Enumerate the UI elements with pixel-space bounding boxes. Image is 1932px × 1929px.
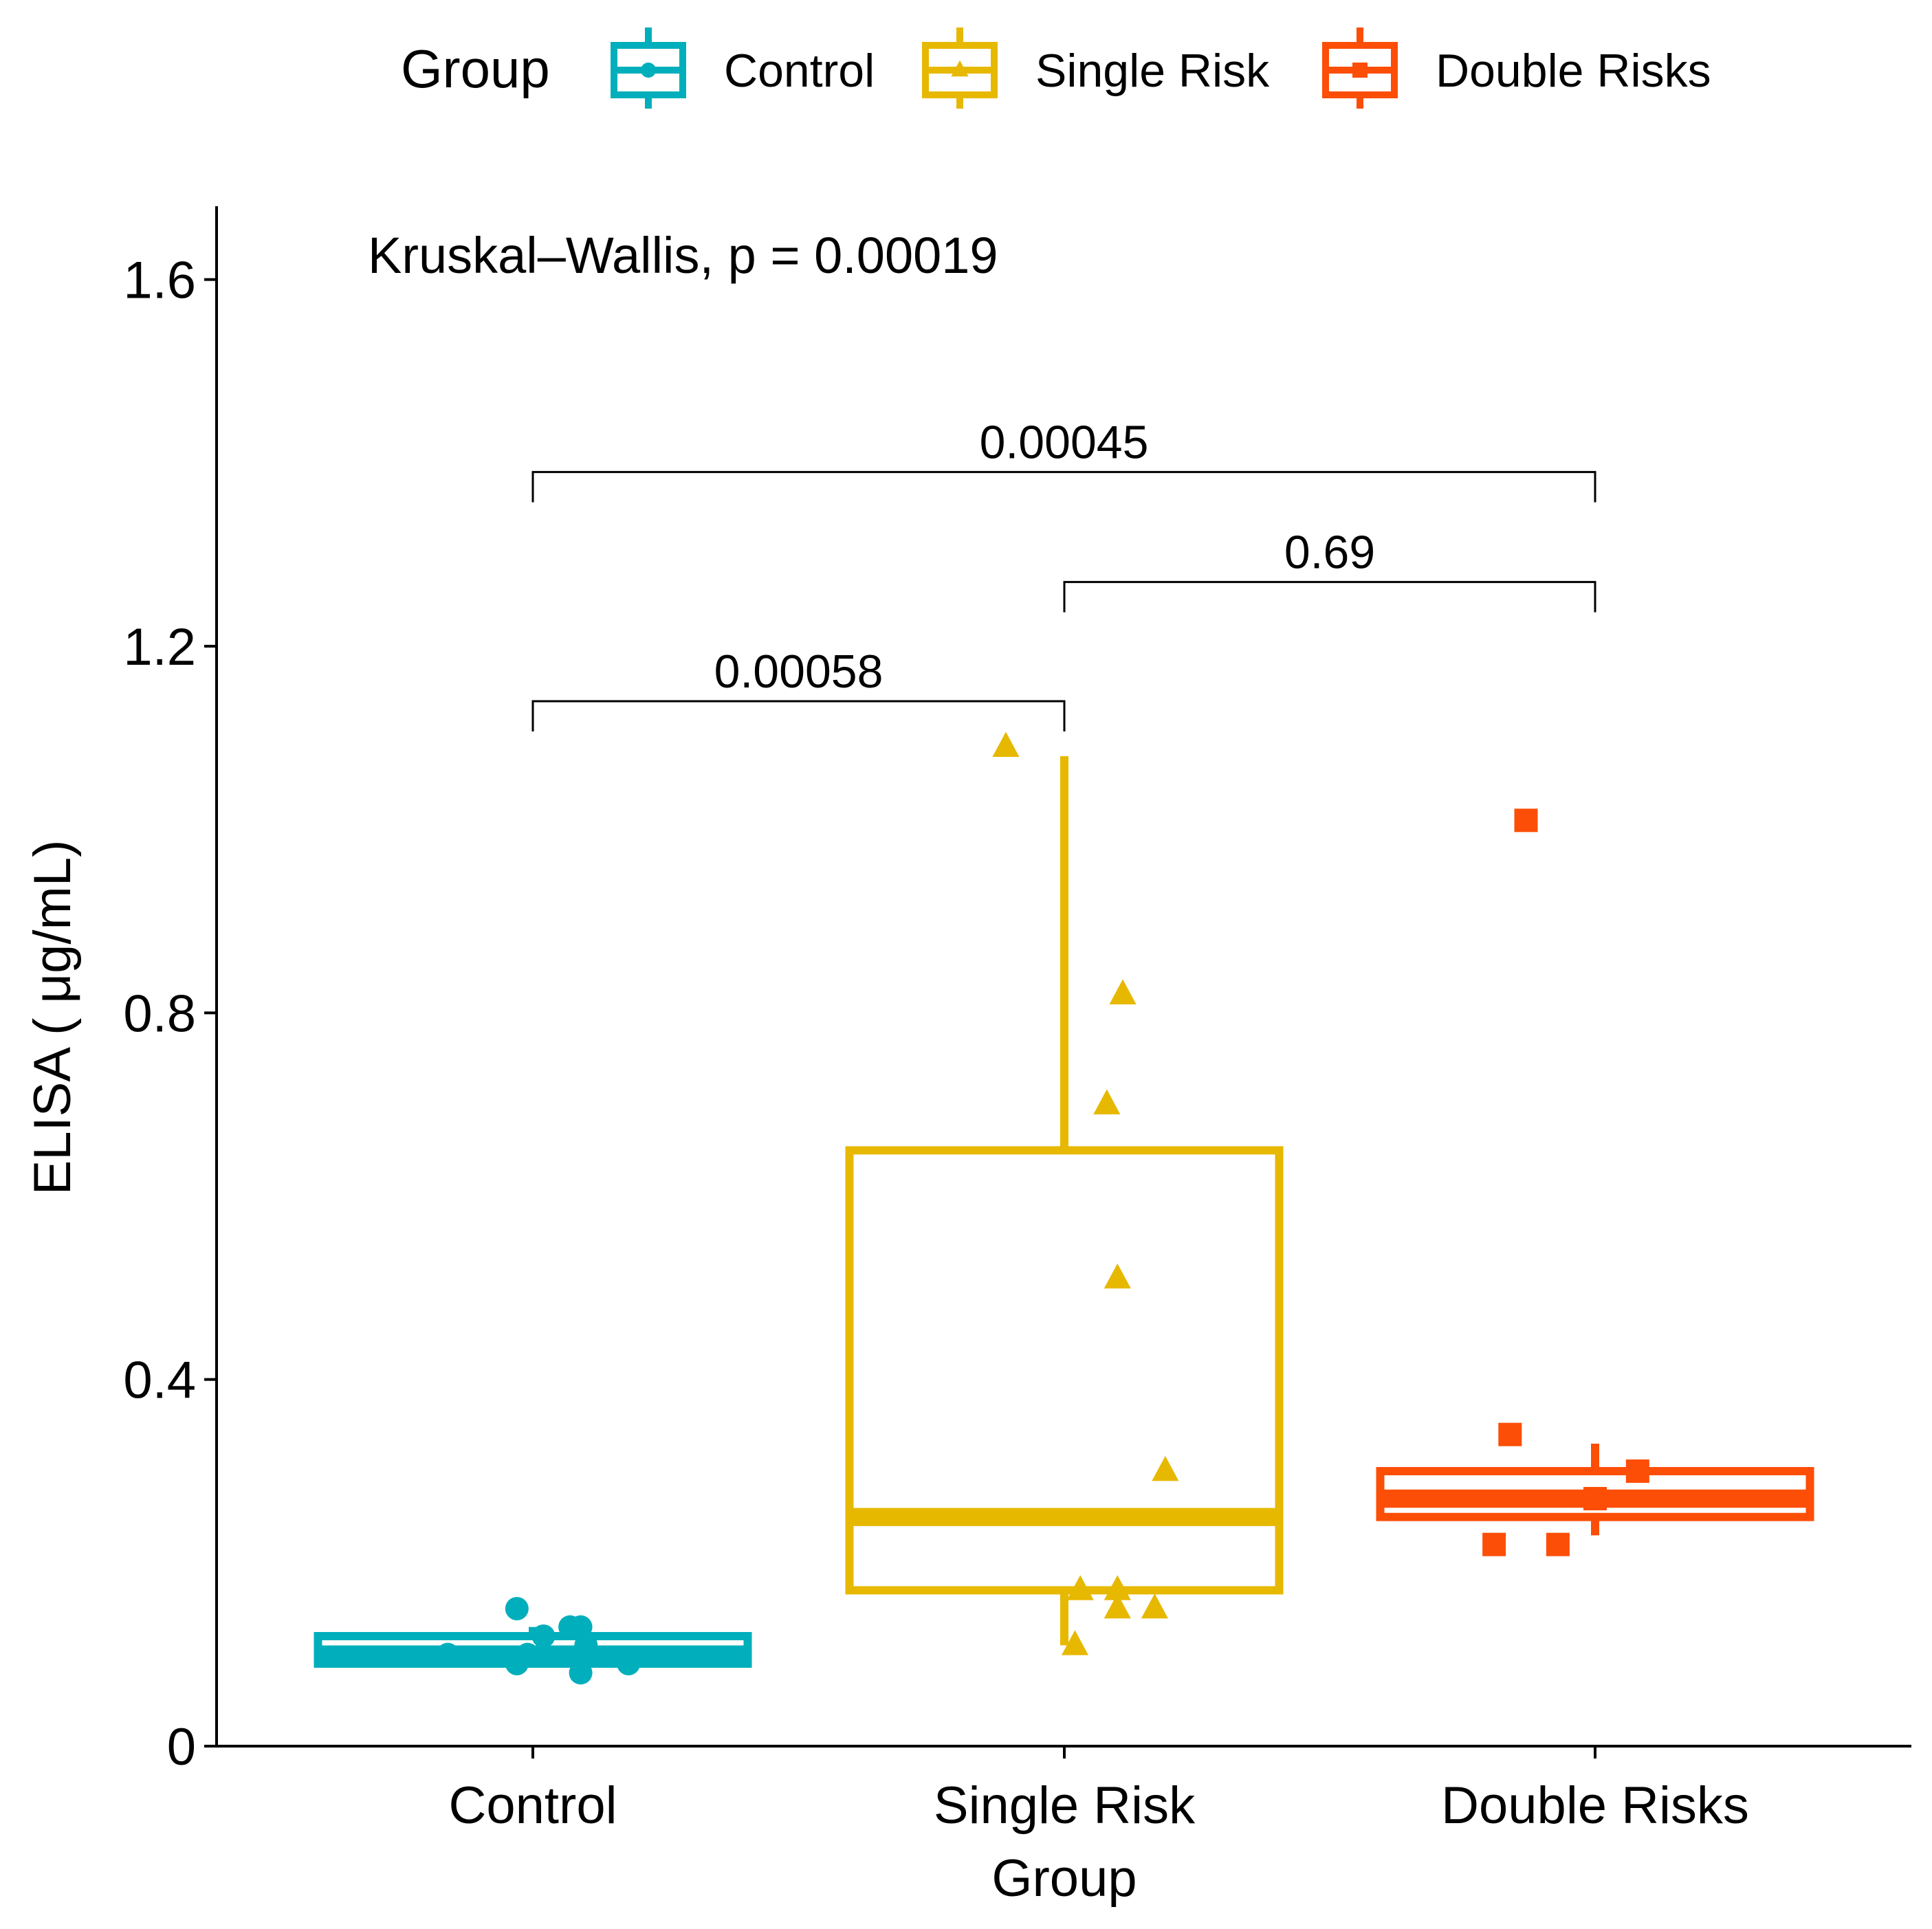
data-point bbox=[1152, 1455, 1179, 1481]
legend-key-marker bbox=[1352, 63, 1368, 78]
data-point bbox=[992, 731, 1020, 757]
y-tick-label: 1.2 bbox=[123, 618, 196, 676]
x-tick-label: Single Risk bbox=[934, 1776, 1196, 1835]
data-point bbox=[617, 1652, 641, 1675]
y-tick-label: 0 bbox=[167, 1718, 196, 1776]
data-points bbox=[436, 731, 1649, 1685]
kruskal-wallis-annotation: Kruskal–Wallis, p = 0.00019 bbox=[368, 227, 998, 284]
legend-item-single-risk: Single Risk bbox=[922, 27, 1270, 109]
data-point bbox=[436, 1642, 460, 1666]
x-tick-label: Double Risks bbox=[1441, 1776, 1749, 1835]
legend-key-marker bbox=[641, 63, 656, 78]
comparison-bracket: 0.00058 bbox=[531, 646, 1066, 731]
data-point bbox=[1104, 1593, 1131, 1619]
axes: 0 0.4 0.8 1.2 1.6 Control Single Risk Double R… bbox=[23, 206, 1911, 1908]
data-point bbox=[1625, 1459, 1649, 1483]
data-point bbox=[1583, 1487, 1607, 1510]
data-point bbox=[574, 1633, 598, 1657]
comparison-p-value: 0.00045 bbox=[980, 417, 1149, 469]
data-point bbox=[1514, 808, 1538, 833]
comparison-bracket: 0.69 bbox=[1063, 527, 1596, 613]
data-point bbox=[569, 1661, 593, 1685]
legend-key-marker bbox=[951, 60, 969, 77]
data-point bbox=[1546, 1532, 1570, 1556]
legend-label: Double Risks bbox=[1436, 45, 1711, 97]
data-point bbox=[1109, 979, 1137, 1004]
bracket-line bbox=[531, 471, 1596, 503]
data-point bbox=[1141, 1593, 1168, 1619]
data-point bbox=[1093, 1089, 1121, 1114]
legend-item-control: Control bbox=[611, 27, 875, 109]
data-point bbox=[1066, 1575, 1094, 1600]
y-tick-label: 1.6 bbox=[123, 252, 196, 310]
bracket-line bbox=[531, 700, 1066, 731]
box-single-risk bbox=[845, 756, 1284, 1646]
data-point bbox=[505, 1652, 529, 1675]
legend-item-double-risks: Double Risks bbox=[1322, 27, 1711, 109]
legend-label: Control bbox=[724, 45, 875, 97]
pairwise-comparisons: 0.00058 0.69 0.00045 bbox=[531, 417, 1596, 731]
comparison-p-value: 0.69 bbox=[1284, 527, 1375, 579]
data-point bbox=[1061, 1630, 1089, 1655]
y-axis-title: ELISA ( μg/mL) bbox=[23, 840, 82, 1195]
bracket-line bbox=[1063, 581, 1596, 613]
data-point bbox=[531, 1624, 556, 1648]
x-axis-title: Group bbox=[991, 1849, 1137, 1908]
boxes bbox=[314, 756, 1814, 1668]
data-point bbox=[1104, 1575, 1131, 1600]
legend: Group Control Single Risk Double Risks bbox=[401, 27, 1711, 109]
box-rect bbox=[845, 1146, 1284, 1595]
data-point bbox=[1482, 1532, 1506, 1556]
x-tick-label: Control bbox=[449, 1776, 617, 1835]
comparison-bracket: 0.00045 bbox=[531, 417, 1596, 503]
legend-title: Group bbox=[401, 38, 550, 99]
data-point bbox=[1498, 1422, 1522, 1446]
y-tick-label: 0.8 bbox=[123, 984, 196, 1043]
legend-label: Single Risk bbox=[1035, 45, 1270, 97]
comparison-p-value: 0.00058 bbox=[714, 646, 883, 698]
y-tick-label: 0.4 bbox=[123, 1352, 196, 1410]
data-point bbox=[1104, 1263, 1131, 1289]
data-point bbox=[569, 1615, 593, 1639]
data-point bbox=[505, 1597, 529, 1620]
